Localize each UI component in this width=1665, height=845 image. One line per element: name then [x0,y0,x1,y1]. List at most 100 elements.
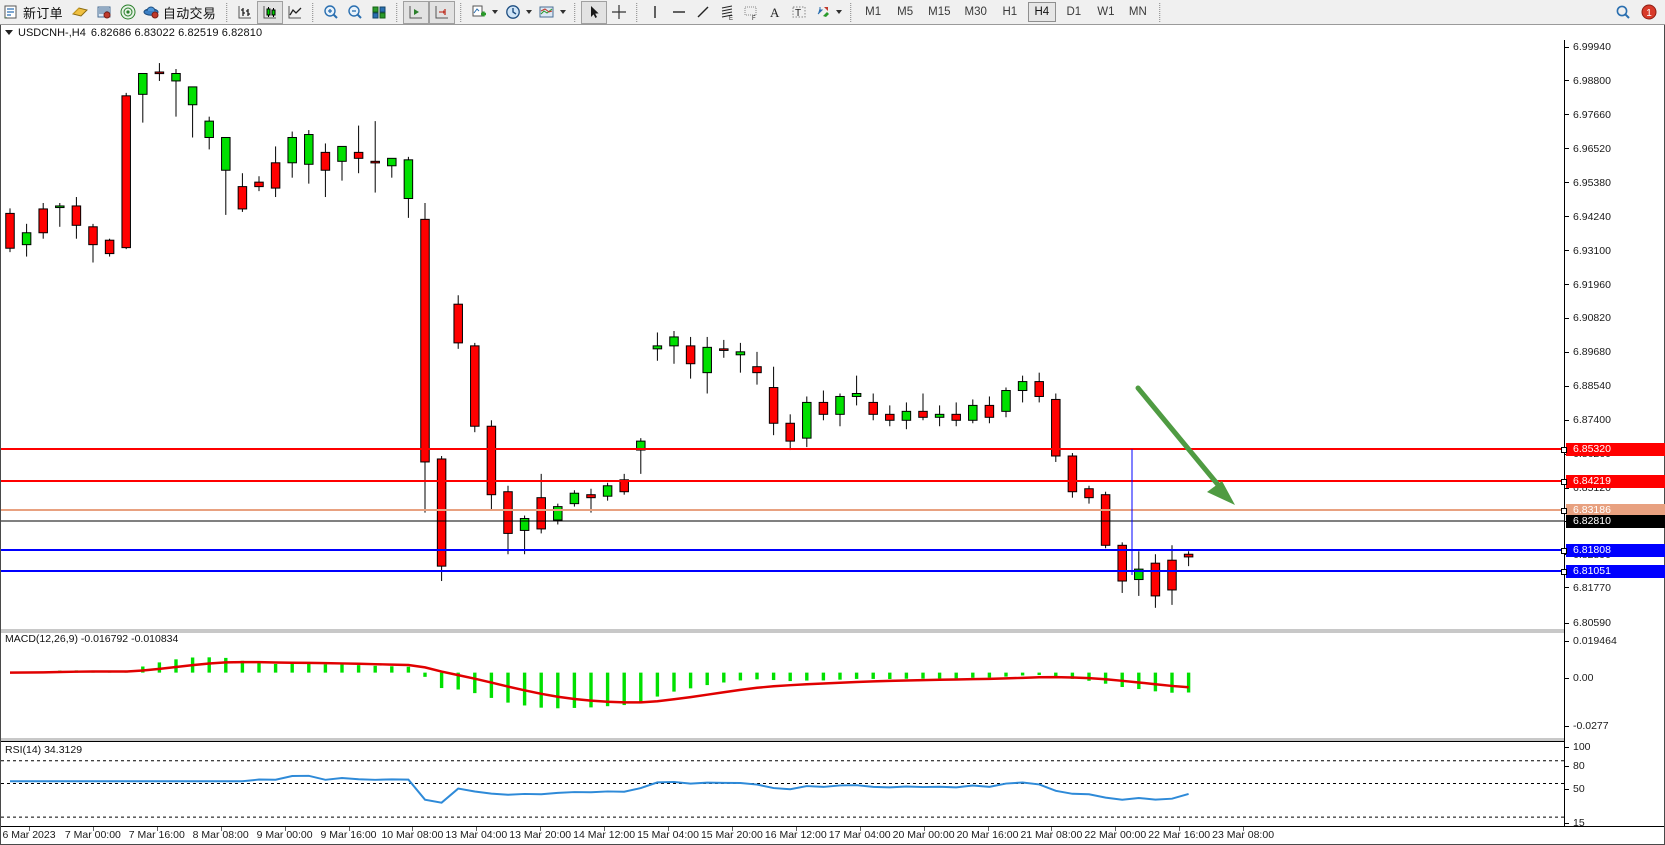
time-tick [29,827,30,831]
chart-menu-caret-icon[interactable] [5,30,13,35]
time-label: 7 Mar 00:00 [64,829,121,841]
equidistant-channel-button[interactable]: F [739,1,763,24]
level-handle[interactable] [1561,569,1567,575]
line-chart-button[interactable] [283,1,307,24]
time-label: 20 Mar 16:00 [956,829,1019,841]
tab-timeframe-h1[interactable]: H1 [1002,6,1018,18]
new-order-label: 新订单 [23,5,63,21]
price-pane[interactable] [1,40,1564,630]
level-value: 6.81808 [1573,544,1611,556]
bar-chart-icon [236,3,254,21]
rsi-tick: 50 [1565,783,1664,795]
market-watch-button[interactable] [92,1,116,24]
radar-icon [119,3,137,21]
rsi-pane[interactable]: RSI(14) 34.3129 [1,741,1564,828]
chevron-down-icon[interactable] [836,10,843,14]
alert-badge-button[interactable]: 1 [1637,1,1661,24]
time-tick [1115,827,1117,831]
tile-windows-button[interactable] [367,1,391,24]
current-price-label[interactable]: 6.82810 [1566,515,1665,528]
chart-shift-button[interactable] [429,0,456,24]
vertical-line-button[interactable] [643,1,667,24]
chart-window[interactable]: USDCNH-,H4 6.82686 6.83022 6.82519 6.828… [0,25,1665,845]
time-label: 16 Mar 12:00 [764,829,827,841]
search-button[interactable] [1611,1,1635,24]
line-chart-icon [286,3,304,21]
rsi-label: RSI(14) 34.3129 [5,744,83,756]
tab-timeframe-h4[interactable]: H4 [1027,2,1056,22]
add-indicator-icon [470,3,488,21]
text-button[interactable]: A [763,1,787,24]
time-tick [156,827,158,831]
level-handle[interactable] [1561,548,1567,554]
bar-chart-button[interactable] [233,1,257,24]
price-scale[interactable]: 6.99940 6.98800 6.97660 6.96520 6.95380 6.942… [1561,25,1665,843]
main-toolbar: 新订单 自动交易 [0,0,1665,25]
zoom-in-icon [322,3,340,21]
chevron-down-icon[interactable] [492,10,499,14]
market-watch-icon [95,3,113,21]
fibonacci-button[interactable]: E [715,1,739,24]
toolbar-separator [850,2,853,22]
svg-text:F: F [752,16,756,21]
data-window-button[interactable] [116,1,140,24]
pane-divider-macd[interactable] [1,629,1564,633]
tab-timeframe-d1[interactable]: D1 [1066,6,1082,18]
resistance-lower-label[interactable]: 6.84219 [1561,475,1665,488]
macd-pane[interactable]: MACD(12,26,9) -0.016792 -0.010834 [1,630,1564,740]
support-upper-label[interactable]: 6.81808 [1561,544,1665,557]
periods-button[interactable] [501,1,535,24]
alert-badge-icon: 1 [1640,3,1658,21]
time-label: 22 Mar 16:00 [1148,829,1211,841]
time-label: 13 Mar 20:00 [509,829,572,841]
candlestick-chart-button[interactable] [257,0,284,24]
tab-timeframe-m1[interactable]: M1 [865,6,882,18]
channel-icon: F [742,3,760,22]
tab-timeframe-m15[interactable]: M15 [928,6,951,18]
arrows-button[interactable] [811,1,845,24]
crosshair-button[interactable] [607,1,631,24]
price-tick: 6.91960 [1565,279,1664,291]
chevron-down-icon[interactable] [526,10,533,14]
auto-trading-label: 自动交易 [162,5,217,21]
time-axis[interactable]: 6 Mar 2023 7 Mar 00:00 7 Mar 16:00 8 Mar 08… [1,826,1664,844]
time-label: 10 Mar 08:00 [381,829,444,841]
level-handle[interactable] [1561,447,1567,453]
zoom-in-button[interactable] [319,1,343,24]
trendline-button[interactable] [691,1,715,24]
zoom-out-button[interactable] [343,1,367,24]
time-tick [795,827,797,831]
toolbar-separator [312,2,315,22]
time-tick [220,827,222,831]
text-icon: A [766,3,784,21]
text-label-button[interactable]: T [787,1,811,24]
pane-divider-rsi[interactable] [1,738,1564,741]
cursor-button[interactable] [581,0,608,24]
auto-trading-button[interactable]: 自动交易 [140,1,221,24]
horizontal-line-icon [670,3,688,21]
level-handle[interactable] [1561,508,1567,514]
level-handle[interactable] [1561,479,1567,485]
chevron-down-icon[interactable] [560,10,567,14]
resistance-upper-label[interactable]: 6.85320 [1561,443,1665,456]
tab-timeframe-m30[interactable]: M30 [964,6,987,18]
horizontal-line-button[interactable] [667,1,691,24]
level-value: 6.83186 [1573,504,1611,516]
vertical-line-icon [646,3,664,21]
price-tick: 6.81770 [1565,582,1664,594]
indicators-button[interactable] [467,1,501,24]
folder-yellow-icon [71,3,89,21]
support-lower-label[interactable]: 6.81051 [1561,565,1665,578]
tab-timeframe-m5[interactable]: M5 [897,6,914,18]
templates-button[interactable] [535,1,569,24]
tab-timeframe-mn[interactable]: MN [1128,6,1147,18]
time-label: 22 Mar 00:00 [1084,829,1147,841]
pending-order-label[interactable]: 6.83186 [1561,504,1665,517]
tab-timeframe-w1[interactable]: W1 [1097,6,1115,18]
time-label: 6 Mar 2023 [2,829,56,841]
svg-text:A: A [770,5,780,20]
expert-advisors-button[interactable] [68,1,92,24]
auto-scroll-button[interactable] [403,0,430,24]
new-order-button[interactable]: 新订单 [0,1,68,24]
templates-icon [538,3,556,21]
